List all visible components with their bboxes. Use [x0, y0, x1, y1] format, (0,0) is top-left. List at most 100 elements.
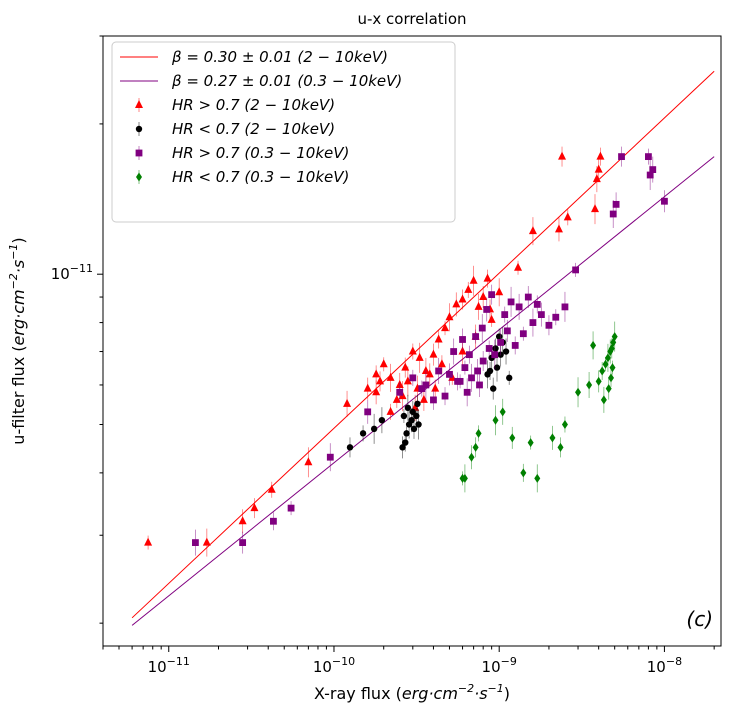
- legend-entry: HR < 0.7 (2 − 10keV): [135, 120, 335, 138]
- data-point: [524, 293, 532, 301]
- data-point: [485, 345, 493, 352]
- legend-marker-swatch: [135, 125, 143, 133]
- data-point: [144, 537, 153, 546]
- data-point: [479, 292, 488, 301]
- legend-label: HR > 0.7 (2 − 10keV): [172, 96, 335, 114]
- legend-label: HR < 0.7 (0.3 − 10keV): [172, 168, 349, 186]
- data-point: [359, 430, 367, 437]
- data-point: [239, 539, 247, 546]
- data-point: [528, 226, 537, 235]
- data-point: [419, 394, 428, 403]
- data-point: [503, 327, 511, 335]
- data-point: [533, 300, 541, 308]
- data-point: [459, 336, 466, 343]
- data-point: [445, 312, 454, 321]
- series-3: [192, 146, 668, 556]
- data-points: [144, 146, 668, 557]
- data-point: [446, 370, 453, 378]
- legend-label: β = 0.30 ± 0.01 (2 − 10keV): [171, 48, 388, 66]
- data-point: [509, 433, 516, 443]
- data-point: [452, 299, 461, 308]
- data-point: [386, 406, 395, 415]
- data-point: [552, 313, 560, 321]
- data-point: [537, 311, 545, 318]
- data-point: [399, 444, 406, 451]
- data-point: [386, 372, 395, 381]
- legend-marker-swatch: [135, 149, 143, 157]
- data-point: [605, 384, 612, 394]
- data-point: [392, 394, 401, 403]
- data-point: [376, 376, 385, 385]
- data-point: [437, 359, 446, 368]
- data-point: [514, 262, 523, 271]
- data-point: [429, 349, 438, 358]
- legend-marker-swatch: [135, 100, 143, 108]
- data-point: [409, 374, 417, 382]
- data-point: [476, 381, 483, 389]
- data-point: [501, 311, 509, 318]
- x-tick-label: 10−9: [482, 655, 517, 676]
- data-point: [468, 374, 475, 382]
- data-point: [563, 212, 572, 221]
- data-point: [604, 353, 611, 363]
- data-point: [506, 374, 513, 382]
- data-point: [527, 438, 534, 448]
- data-point: [590, 340, 597, 350]
- data-point: [600, 395, 607, 405]
- data-point: [602, 359, 609, 369]
- data-point: [410, 425, 418, 433]
- data-point: [250, 503, 259, 512]
- legend: β = 0.30 ± 0.01 (2 − 10keV) β = 0.27 ± 0.…: [111, 41, 456, 223]
- data-point: [469, 275, 478, 284]
- data-point: [468, 452, 475, 462]
- data-point: [609, 363, 616, 373]
- data-point: [450, 348, 458, 355]
- plot-frame: [102, 35, 722, 647]
- data-point: [431, 383, 440, 392]
- data-point: [430, 396, 437, 404]
- data-point: [483, 306, 491, 313]
- panel-annotation: (c): [686, 607, 713, 631]
- data-point: [441, 392, 449, 400]
- data-point: [515, 303, 523, 311]
- data-point: [545, 321, 553, 329]
- data-point: [499, 407, 506, 417]
- series-4: [459, 321, 618, 493]
- data-point: [304, 457, 313, 466]
- data-point: [379, 359, 388, 368]
- data-point: [491, 351, 499, 359]
- data-point: [529, 319, 537, 326]
- data-point: [609, 210, 617, 218]
- data-point: [343, 398, 352, 407]
- data-point: [475, 428, 482, 438]
- data-point: [511, 342, 519, 349]
- legend-entry: HR < 0.7 (0.3 − 10keV): [136, 168, 349, 186]
- legend-label: HR > 0.7 (0.3 − 10keV): [172, 144, 349, 162]
- data-point: [558, 151, 567, 160]
- data-point: [554, 224, 563, 233]
- data-point: [465, 351, 473, 359]
- data-point: [192, 539, 199, 546]
- data-point: [404, 404, 412, 412]
- data-point: [478, 324, 486, 332]
- data-point: [520, 468, 527, 478]
- data-point: [458, 294, 467, 303]
- data-point: [372, 387, 381, 396]
- data-point: [346, 444, 354, 451]
- data-point: [287, 504, 295, 512]
- x-axis-ticks: 10−11 10−10 10−9 10−8: [102, 646, 715, 676]
- data-point: [409, 408, 417, 416]
- data-point: [461, 473, 468, 483]
- data-point: [422, 381, 430, 389]
- data-point: [474, 301, 483, 310]
- x-tick-label: 10−8: [647, 655, 682, 676]
- data-point: [472, 333, 480, 340]
- data-point: [595, 376, 602, 386]
- data-point: [492, 415, 499, 425]
- legend-entry: β = 0.30 ± 0.01 (2 − 10keV): [120, 48, 388, 66]
- data-point: [534, 473, 541, 483]
- data-point: [435, 367, 443, 375]
- data-point: [403, 430, 410, 437]
- data-point: [456, 377, 464, 385]
- legend-entry: β = 0.27 ± 0.01 (0.3 − 10keV): [120, 72, 402, 90]
